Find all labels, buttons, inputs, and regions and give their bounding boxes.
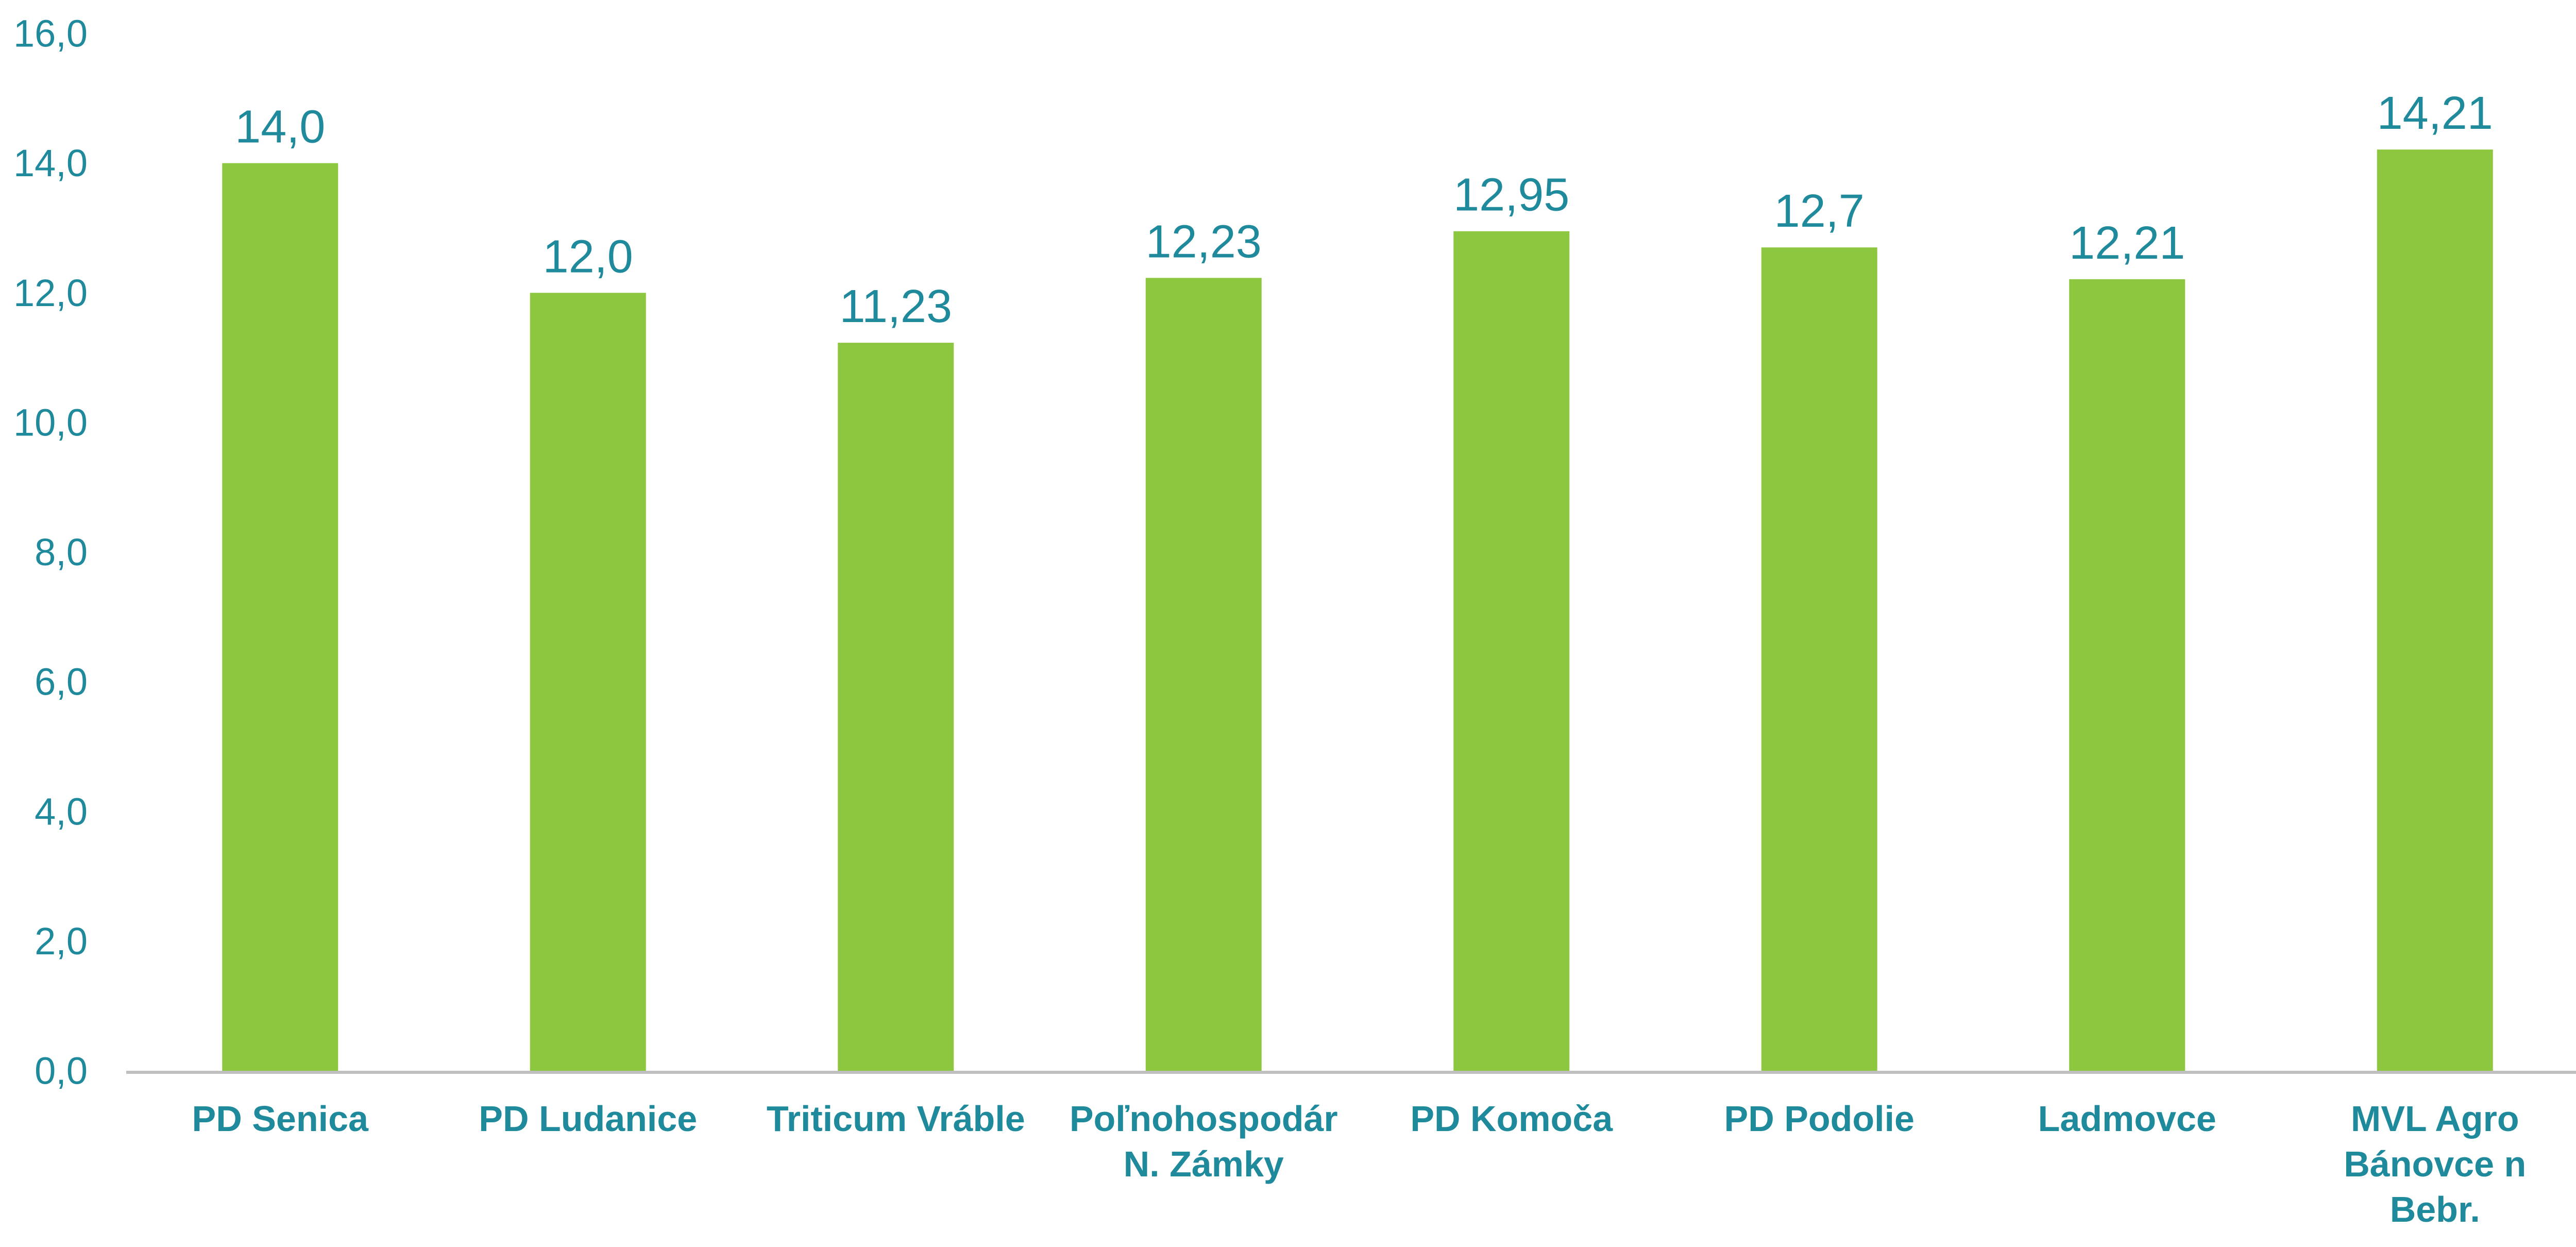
x-tick-label-line: Bebr. xyxy=(2390,1189,2480,1229)
y-axis: 0,0 2,0 4,0 6,0 8,0 10,0 12,0 14,0 16,0 xyxy=(13,12,88,1092)
bar xyxy=(222,163,338,1071)
data-label: 14,0 xyxy=(235,102,325,153)
bar xyxy=(838,343,954,1071)
y-tick-label: 10,0 xyxy=(13,401,88,444)
bar xyxy=(530,293,646,1071)
y-tick-label: 16,0 xyxy=(13,12,88,55)
x-tick-label-line: N. Zámky xyxy=(1124,1144,1284,1184)
bar xyxy=(1761,247,1877,1071)
y-tick-label: 4,0 xyxy=(35,790,88,833)
data-label: 12,7 xyxy=(1774,186,1865,237)
data-label: 12,95 xyxy=(1453,170,1569,221)
x-tick-label-line: Poľnohospodár xyxy=(1070,1099,1338,1139)
data-label: 12,23 xyxy=(1146,216,1262,267)
x-tick-label: PD Podolie xyxy=(1724,1099,1914,1139)
x-tick-label-line: MVL Agro xyxy=(2351,1099,2519,1139)
x-tick-label: PD Komoča xyxy=(1410,1099,1613,1139)
bar xyxy=(1453,231,1570,1071)
x-tick-label: MVL Agro Bánovce n Bebr. xyxy=(2344,1099,2526,1229)
x-tick-label-line: PD Ludanice xyxy=(479,1099,697,1139)
x-tick-label-line: Triticum Vráble xyxy=(767,1099,1025,1139)
y-tick-label: 2,0 xyxy=(35,920,88,963)
x-tick-label: Triticum Vráble xyxy=(767,1099,1025,1139)
x-tick-label: PD Senica xyxy=(192,1099,369,1139)
x-tick-label: Ladmovce xyxy=(2038,1099,2216,1139)
y-tick-label: 0,0 xyxy=(35,1050,88,1092)
y-tick-label: 6,0 xyxy=(35,661,88,703)
x-tick-label: Poľnohospodár N. Zámky xyxy=(1070,1099,1338,1184)
x-tick-label-line: Bánovce n xyxy=(2344,1144,2526,1184)
x-tick-label-line: PD Senica xyxy=(192,1099,369,1139)
data-label: 12,0 xyxy=(543,231,633,282)
bars-group xyxy=(222,149,2493,1071)
x-tick-label-line: PD Komoča xyxy=(1410,1099,1613,1139)
x-axis: PD Senica PD Ludanice Triticum Vráble Poľno… xyxy=(192,1099,2527,1229)
bar xyxy=(1145,278,1262,1071)
value-labels-group: 14,0 12,0 11,23 12,23 12,95 12,7 12,21 14,21 xyxy=(235,88,2493,332)
bar xyxy=(2069,279,2185,1071)
bar xyxy=(2377,149,2493,1071)
y-tick-label: 14,0 xyxy=(13,142,88,184)
x-tick-label-line: PD Podolie xyxy=(1724,1099,1914,1139)
data-label: 14,21 xyxy=(2377,88,2493,139)
data-label: 12,21 xyxy=(2069,217,2185,269)
x-tick-label: PD Ludanice xyxy=(479,1099,697,1139)
y-tick-label: 8,0 xyxy=(35,531,88,574)
x-tick-label-line: Ladmovce xyxy=(2038,1099,2216,1139)
y-tick-label: 12,0 xyxy=(13,272,88,314)
data-label: 11,23 xyxy=(839,281,952,332)
